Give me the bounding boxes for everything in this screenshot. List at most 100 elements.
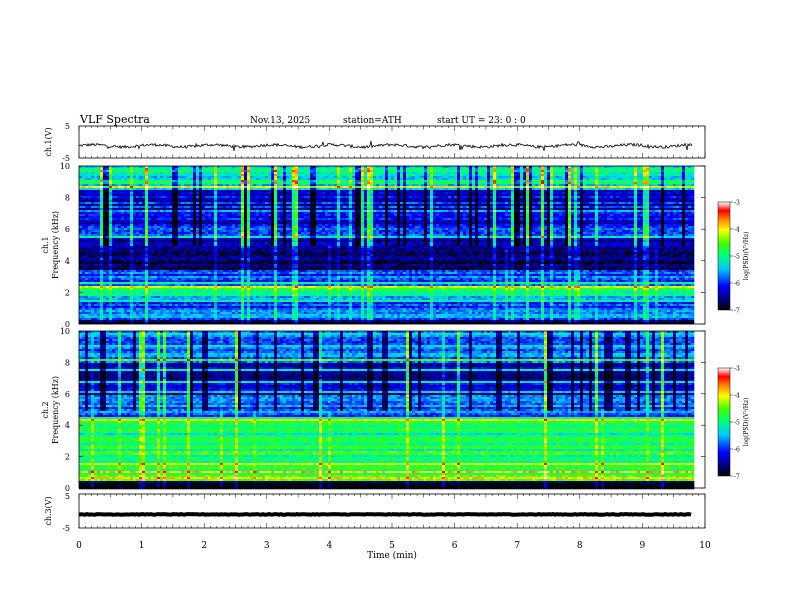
spectrogram-cell [505, 180, 508, 182]
spectrogram-cell [352, 174, 355, 176]
spectrogram-cell [598, 208, 601, 210]
spectrogram-cell [169, 178, 172, 180]
spectrogram-cell [205, 188, 208, 190]
spectrogram-cell [457, 176, 460, 178]
spectrogram-cell [97, 196, 100, 198]
spectrogram-cell [226, 168, 229, 170]
spectrogram-cell [403, 172, 406, 174]
spectrogram-cell [655, 204, 658, 206]
spectrogram-cell [580, 182, 583, 184]
spectrogram-cell [544, 180, 547, 182]
spectrogram-cell [625, 174, 628, 176]
spectrogram-cell [490, 178, 493, 180]
spectrogram-cell [496, 204, 499, 206]
spectrogram-cell [226, 194, 229, 196]
spectrogram-cell [91, 182, 94, 184]
spectrogram-cell [124, 198, 127, 200]
spectrogram-cell [88, 186, 91, 188]
spectrogram-cell [205, 172, 208, 174]
spectrogram-cell [529, 194, 532, 196]
spectrogram-cell [547, 190, 550, 192]
spectrogram-cell [442, 172, 445, 174]
spectrogram-cell [676, 202, 679, 204]
spectrogram-cell [469, 182, 472, 184]
spectrogram-cell [448, 184, 451, 186]
spectrogram-cell [487, 174, 490, 176]
spectrogram-cell [580, 194, 583, 196]
spectrogram-cell [616, 180, 619, 182]
spectrogram-cell [382, 200, 385, 202]
spectrogram-cell [445, 202, 448, 204]
spectrogram-cell [178, 180, 181, 182]
spectrogram-cell [301, 198, 304, 200]
spectrogram-cell [223, 168, 226, 170]
spectrogram-cell [172, 192, 175, 194]
spectrogram-cell [628, 170, 631, 172]
spectrogram-cell [223, 172, 226, 174]
spectrogram-cell [664, 178, 667, 180]
spectrogram-cell [148, 202, 151, 204]
spectrogram-cell [247, 188, 250, 190]
spectrogram-cell [241, 210, 244, 212]
spectrogram-cell [196, 178, 199, 180]
spectrogram-cell [277, 208, 280, 210]
spectrogram-cell [187, 178, 190, 180]
spectrogram-cell [343, 168, 346, 170]
spectrogram-cell [202, 206, 205, 208]
spectrogram-cell [481, 184, 484, 186]
spectrogram-cell [580, 178, 583, 180]
spectrogram-cell [649, 188, 652, 190]
spectrogram-cell [619, 174, 622, 176]
spectrogram-cell [370, 204, 373, 206]
spectrogram-cell [481, 176, 484, 178]
spectrogram-cell [91, 196, 94, 198]
spectrogram-cell [211, 174, 214, 176]
spectrogram-cell [244, 198, 247, 200]
spectrogram-cell [355, 172, 358, 174]
spectrogram-cell [487, 186, 490, 188]
spectrogram-cell [340, 196, 343, 198]
spectrogram-cell [88, 174, 91, 176]
spectrogram-cell [673, 168, 676, 170]
spectrogram-cell [322, 176, 325, 178]
spectrogram-cell [229, 174, 232, 176]
spectrogram-cell [130, 180, 133, 182]
spectrogram-cell [649, 200, 652, 202]
spectrogram-cell [265, 206, 268, 208]
spectrogram-cell [286, 180, 289, 182]
spectrogram-cell [451, 186, 454, 188]
spectrogram-cell [406, 198, 409, 200]
spectrogram-cell [169, 194, 172, 196]
spectrogram-cell [259, 170, 262, 172]
spectrogram-cell [511, 190, 514, 192]
spectrogram-cell [169, 204, 172, 206]
spectrogram-cell [103, 194, 106, 196]
spectrogram-cell [175, 184, 178, 186]
spectrogram-cell [568, 184, 571, 186]
spectrogram-cell [547, 170, 550, 172]
spectrogram-cell [397, 180, 400, 182]
spectrogram-cell [547, 174, 550, 176]
spectrogram-cell [556, 188, 559, 190]
spectrogram-cell [292, 196, 295, 198]
spectrogram-cell [634, 180, 637, 182]
spectrogram-cell [331, 180, 334, 182]
spectrogram-cell [376, 194, 379, 196]
spectrogram-cell [577, 204, 580, 206]
spectrogram-cell [91, 206, 94, 208]
spectrogram-cell [388, 188, 391, 190]
spectrogram-cell [484, 202, 487, 204]
spectrogram-cell [631, 168, 634, 170]
spectrogram-cell [283, 196, 286, 198]
spectrogram-cell [97, 192, 100, 194]
spectrogram-cell [487, 188, 490, 190]
spectrogram-cell [538, 198, 541, 200]
spectrogram-cell [310, 180, 313, 182]
spectrogram-cell [574, 174, 577, 176]
spectrogram-cell [361, 188, 364, 190]
spectrogram-cell [265, 204, 268, 206]
spectrogram-cell [277, 180, 280, 182]
spectrogram-cell [574, 210, 577, 212]
spectrogram-cell [424, 186, 427, 188]
spectrogram-cell [337, 192, 340, 194]
